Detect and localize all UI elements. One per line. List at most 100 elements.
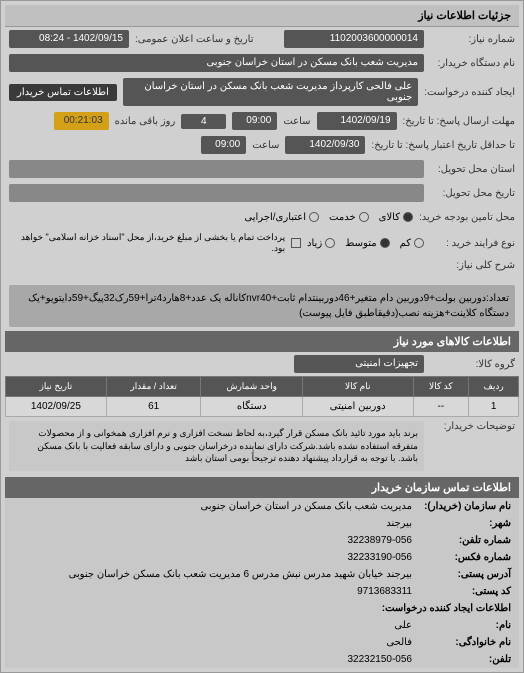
priority-high-option[interactable]: زیاد xyxy=(307,238,335,249)
contact-buyer-button[interactable]: اطلاعات تماس خریدار xyxy=(9,84,117,101)
row-validity: تا حداقل تاریخ اعتبار پاسخ: تا تاریخ: 14… xyxy=(5,133,519,157)
radio-icon xyxy=(414,238,424,248)
row-creator: ایجاد کننده درخواست: علی فالحی کارپرداز … xyxy=(5,75,519,109)
radio-icon xyxy=(325,238,335,248)
delivery-place-label: استان محل تحویل: xyxy=(430,164,515,175)
contact-phone-label: شماره تلفن: xyxy=(416,535,511,546)
contact-postal-row: کد پستی: 9713683311 xyxy=(5,583,519,600)
radio-icon xyxy=(380,238,390,248)
row-priority: نوع فرایند خرید : کم متوسط زیاد پرداخت ت… xyxy=(5,229,519,257)
col-unit: واحد شمارش xyxy=(201,377,302,397)
row-buyer-desc: توضیحات خریدار: برند باید مورد تائید بان… xyxy=(5,417,519,475)
panel-title: جزئیات اطلاعات نیاز xyxy=(5,5,519,27)
buyer-label: نام دستگاه خریدار: xyxy=(430,58,515,69)
budget-radio-group: کالای خدمت اعتباری/اجرایی xyxy=(244,212,413,223)
contact-postal-label: کد پستی: xyxy=(416,586,511,597)
priority-label: نوع فرایند خرید : xyxy=(430,238,515,249)
cell-code: -- xyxy=(413,397,469,417)
contact-name-row: نام: علی xyxy=(5,617,519,634)
date-value: 1402/09/15 - 08:24 xyxy=(9,30,129,48)
contact-creator-title: اطلاعات ایجاد کننده درخواست: xyxy=(5,600,519,617)
contact-family-value: فالحی xyxy=(386,637,412,648)
col-code: کد کالا xyxy=(413,377,469,397)
priority-med-label: متوسط xyxy=(345,238,376,249)
send-deadline-label: مهلت ارسال پاسخ: تا تاریخ: xyxy=(403,116,515,127)
row-delivery-place: استان محل تحویل: xyxy=(5,157,519,181)
radio-icon xyxy=(309,212,319,222)
budget-service-option[interactable]: خدمت xyxy=(329,212,369,223)
contact-city-label: شهر: xyxy=(416,518,511,529)
priority-radio-group: کم متوسط زیاد xyxy=(307,238,424,249)
row-request-no: شماره نیاز: 1102003600000014 تاریخ و ساع… xyxy=(5,27,519,51)
table-header-row: ردیف کد کالا نام کالا واحد شمارش تعداد /… xyxy=(6,377,519,397)
payment-checkbox[interactable] xyxy=(291,238,301,248)
budget-cash-option[interactable]: کالای xyxy=(379,212,413,223)
contact-phone-row: شماره تلفن: 32238979-056 xyxy=(5,532,519,549)
table-row: 1 -- دوربین امنیتی دستگاه 61 1402/09/25 xyxy=(6,397,519,417)
remain-time: 00:21:03 xyxy=(54,112,109,130)
priority-low-option[interactable]: کم xyxy=(400,238,424,249)
contact-fax-row: شماره فکس: 32233190-056 xyxy=(5,549,519,566)
cell-date: 1402/09/25 xyxy=(6,397,107,417)
contact-address-row: آدرس پستی: بیرجند خیابان شهید مدرس نبش م… xyxy=(5,566,519,583)
validity-time-label: ساعت xyxy=(252,140,279,151)
send-time: 09:00 xyxy=(232,112,277,130)
general-desc-text: تعداد:دوربین بولت+9دوربین دام متغیر+46دو… xyxy=(9,285,515,327)
contact-fax-label: شماره فکس: xyxy=(416,552,511,563)
contact-phone-value: 32238979-056 xyxy=(347,535,412,546)
goods-group-value: تجهیزات امنیتی xyxy=(294,355,424,373)
contact-family-label: نام خانوادگی: xyxy=(416,637,511,648)
request-no-label: شماره نیاز: xyxy=(430,34,515,45)
date-label: تاریخ و ساعت اعلان عمومی: xyxy=(135,34,254,45)
priority-low-label: کم xyxy=(400,238,411,249)
contact-city-value: بیرجند xyxy=(386,518,412,529)
priority-med-option[interactable]: متوسط xyxy=(345,238,389,249)
goods-group-label: گروه کالا: xyxy=(430,359,515,370)
creator-label: ایجاد کننده درخواست: xyxy=(424,87,515,98)
general-desc-label: شرح کلی نیاز: xyxy=(430,260,515,271)
goods-table: ردیف کد کالا نام کالا واحد شمارش تعداد /… xyxy=(5,376,519,417)
contact-city-row: شهر: بیرجند xyxy=(5,515,519,532)
validity-date: 1402/09/30 xyxy=(285,136,365,154)
contact-tel-value: 32232150-056 xyxy=(347,654,412,665)
contact-section: اطلاعات تماس سازمان خریدار نام سازمان (خ… xyxy=(5,477,519,668)
contact-tel-label: تلفن: xyxy=(416,654,511,665)
send-date: 1402/09/19 xyxy=(317,112,397,130)
row-budget: محل تامین بودجه خرید: کالای خدمت اعتباری… xyxy=(5,205,519,229)
radio-icon xyxy=(403,212,413,222)
delivery-place-value xyxy=(9,160,424,178)
contact-name-label: نام: xyxy=(416,620,511,631)
contact-tel-row: تلفن: 32232150-056 xyxy=(5,651,519,668)
creator-value: علی فالحی کارپرداز مدیریت شعب بانک مسکن … xyxy=(123,78,418,106)
remain-label: روز باقی مانده xyxy=(115,116,176,127)
contact-address-label: آدرس پستی: xyxy=(416,569,511,580)
budget-label: محل تامین بودجه خرید: xyxy=(419,212,515,223)
delivery-date-value xyxy=(9,184,424,202)
cell-name: دوربین امنیتی xyxy=(302,397,413,417)
validity-time: 09:00 xyxy=(201,136,246,154)
budget-service-label: خدمت xyxy=(329,212,356,223)
col-date: تاریخ نیاز xyxy=(6,377,107,397)
contact-org-row: نام سازمان (خریدار): مدیریت شعب بانک مسک… xyxy=(5,498,519,515)
buyer-value: مدیریت شعب بانک مسکن در استان خراسان جنو… xyxy=(9,54,424,72)
row-goods-group: گروه کالا: تجهیزات امنیتی xyxy=(5,352,519,376)
delivery-date-label: تاریخ محل تحویل: xyxy=(430,188,515,199)
request-no-value: 1102003600000014 xyxy=(284,30,424,48)
row-delivery-date: تاریخ محل تحویل: xyxy=(5,181,519,205)
row-send-deadline: مهلت ارسال پاسخ: تا تاریخ: 1402/09/19 سا… xyxy=(5,109,519,133)
goods-section-header: اطلاعات کالاهای مورد نیاز xyxy=(5,331,519,352)
col-row-no: ردیف xyxy=(469,377,519,397)
budget-credit-option[interactable]: اعتباری/اجرایی xyxy=(244,212,319,223)
contact-postal-value: 9713683311 xyxy=(357,586,412,597)
cell-row-no: 1 xyxy=(469,397,519,417)
radio-icon xyxy=(359,212,369,222)
main-panel: جزئیات اطلاعات نیاز شماره نیاز: 11020036… xyxy=(0,0,524,673)
col-name: نام کالا xyxy=(302,377,413,397)
priority-high-label: زیاد xyxy=(307,238,322,249)
contact-header: اطلاعات تماس سازمان خریدار xyxy=(5,477,519,498)
contact-fax-value: 32233190-056 xyxy=(347,552,412,563)
send-time-label: ساعت xyxy=(283,116,310,127)
validity-label: تا حداقل تاریخ اعتبار پاسخ: تا تاریخ: xyxy=(371,140,515,151)
contact-address-value: بیرجند خیابان شهید مدرس نبش مدرس 6 مدیری… xyxy=(69,569,412,580)
contact-name-value: علی xyxy=(394,620,412,631)
